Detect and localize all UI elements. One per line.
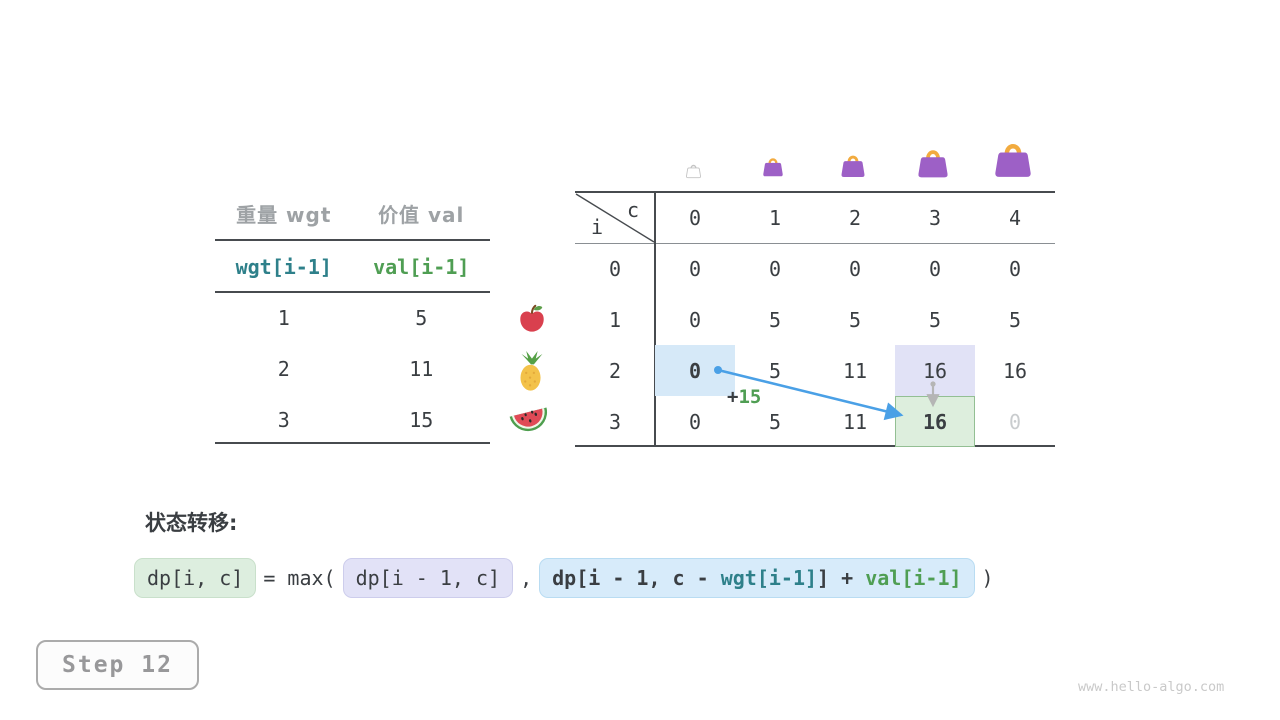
bag-icon-capacity-4: [991, 140, 1035, 180]
dp-col-header: 1: [768, 205, 782, 230]
dp-row-variable: i: [591, 215, 604, 239]
formula-option1-box: dp[i - 1, c]: [342, 558, 514, 598]
item-table-header: 重量 wgt 价值 val: [215, 188, 490, 238]
item-row-val: 5: [415, 305, 428, 330]
dp-col-header: 3: [928, 205, 942, 230]
dp-table-header-divider: [575, 242, 1055, 244]
add-value-annotation: +15: [727, 386, 761, 408]
formula-eq-max: = max(: [263, 566, 336, 590]
item-row-wgt: 3: [277, 407, 290, 432]
dp-cell-2-4: 16: [1002, 358, 1028, 383]
dp-table-vertical-divider: [654, 191, 656, 447]
annotation-plus: +: [727, 386, 739, 408]
dp-col-header: 4: [1008, 205, 1022, 230]
dp-table-body: 0 0 0 0 0 0 1 0 5 5 5 5 2 0 5 11 16 16 3…: [575, 243, 1055, 447]
option2-val-term: val[i-1]: [865, 566, 962, 590]
option2-part2: ] +: [817, 566, 866, 590]
dp-row-header: 3: [608, 409, 622, 434]
state-transition-heading: 状态转移:: [145, 511, 238, 535]
formula-option2-box: dp[i - 1, c - wgt[i-1]] + val[i-1]: [539, 558, 975, 598]
dp-cell-0-2: 0: [848, 256, 862, 281]
dp-cell-3-3-current-highlight: 16: [895, 396, 975, 447]
dp-col-header: 2: [848, 205, 862, 230]
dp-row-header: 1: [608, 307, 622, 332]
pineapple-icon: [513, 350, 549, 392]
dp-cell-2-0-source-highlight: 0: [655, 345, 735, 396]
dp-cell-1-4: 5: [1008, 307, 1022, 332]
apple-icon: [517, 303, 547, 333]
corner-diagonal-line: [575, 193, 655, 243]
dp-cell-1-0: 0: [688, 307, 702, 332]
formula-comma: ,: [520, 566, 533, 590]
bag-icon-capacity-3: [915, 147, 951, 180]
item-var-val: val[i-1]: [373, 254, 470, 279]
dp-table-bottom-border: [575, 445, 1055, 447]
dp-cell-0-1: 0: [768, 256, 782, 281]
dp-table-header-row: c i 0 1 2 3 4: [575, 192, 1055, 243]
dp-cell-0-4: 0: [1008, 256, 1022, 281]
bag-icon-capacity-0: [685, 163, 702, 179]
item-table: wgt[i-1] val[i-1] 1 5 2 11 3 15: [215, 241, 490, 445]
dp-table-top-border: [575, 191, 1055, 193]
annotation-value: 15: [738, 386, 762, 408]
dp-cell-0-3: 0: [928, 256, 942, 281]
bag-icon-capacity-1: [761, 156, 785, 178]
dp-cell-3-0: 0: [688, 409, 702, 434]
dp-row-header: 2: [608, 358, 622, 383]
dp-cell-1-2: 5: [848, 307, 862, 332]
dp-col-variable: c: [626, 198, 639, 222]
dp-cell-1-1: 5: [768, 307, 782, 332]
watermelon-icon: [508, 402, 550, 438]
item-var-wgt: wgt[i-1]: [235, 254, 332, 279]
option2-wgt-term: wgt[i-1]: [720, 566, 818, 590]
item-header-value: 价值 val: [378, 202, 465, 227]
watermark: www.hello-algo.com: [1078, 679, 1225, 695]
dp-col-header: 0: [688, 205, 702, 230]
item-table-divider-mid: [215, 291, 490, 293]
dp-corner-cell: c i: [575, 192, 655, 243]
dp-cell-1-3: 5: [928, 307, 942, 332]
item-table-divider-top: [215, 239, 490, 241]
item-row-val: 11: [409, 356, 434, 381]
item-row-wgt: 1: [277, 305, 290, 330]
dp-cell-3-2: 11: [842, 409, 868, 434]
step-indicator: Step 12: [36, 640, 199, 690]
dp-row-header: 0: [608, 256, 622, 281]
item-row-wgt: 2: [277, 356, 290, 381]
dp-cell-2-3-option-highlight: 16: [895, 345, 975, 396]
dp-cell-2-2: 11: [842, 358, 868, 383]
item-row-val: 15: [409, 407, 434, 432]
dp-cell-3-4-pending: 0: [1008, 409, 1022, 434]
state-transition-formula: dp[i, c] = max( dp[i - 1, c] , dp[i - 1,…: [134, 558, 1001, 598]
option2-part1: dp[i - 1, c -: [552, 566, 721, 590]
dp-cell-0-0: 0: [688, 256, 702, 281]
bag-icon-capacity-2: [839, 153, 867, 179]
formula-lhs-box: dp[i, c]: [134, 558, 257, 598]
item-header-weight: 重量 wgt: [236, 202, 332, 227]
formula-close-paren: ): [981, 566, 994, 590]
item-table-divider-bottom: [215, 442, 490, 444]
